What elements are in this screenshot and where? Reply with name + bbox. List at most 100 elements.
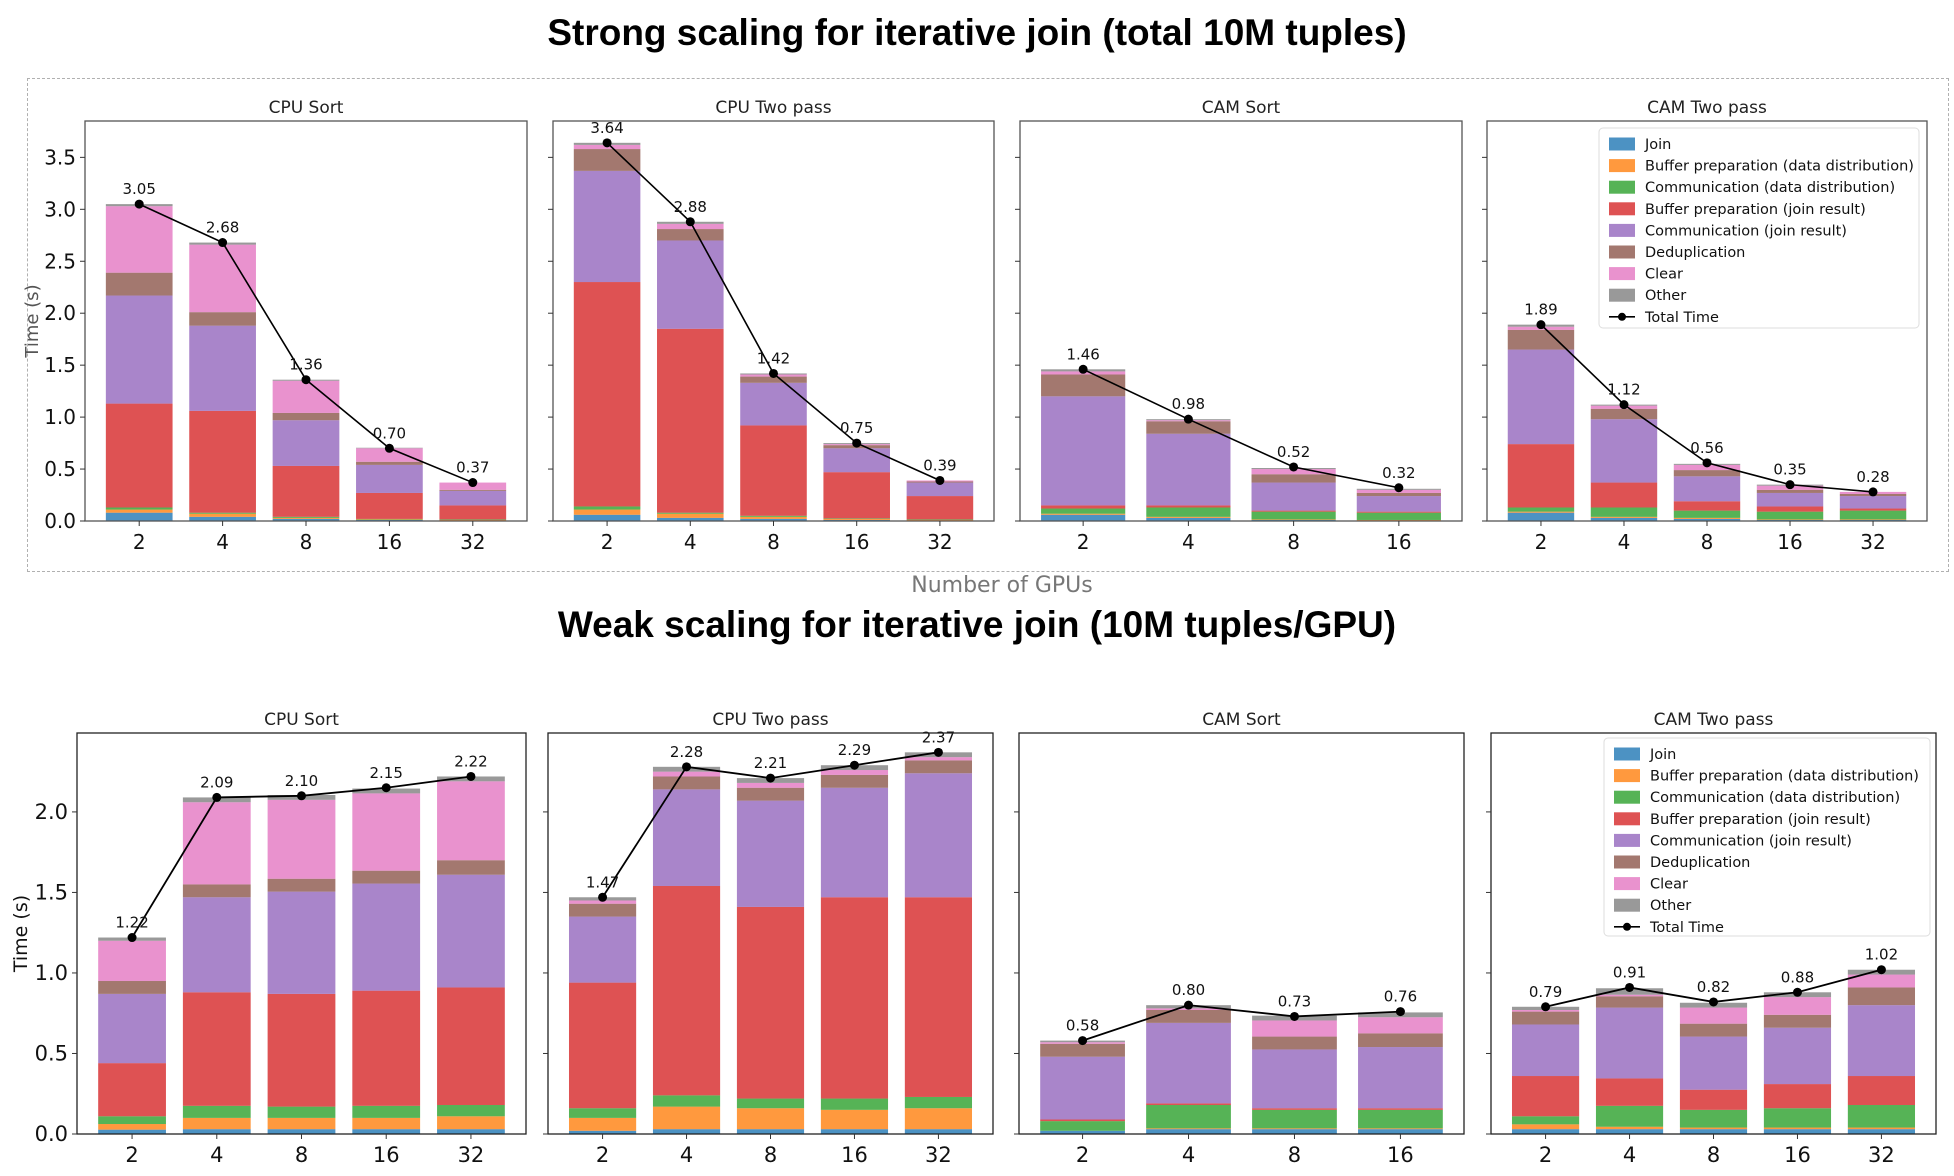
bar-segment [437, 781, 505, 861]
bar-segment [1358, 1129, 1443, 1134]
bar-segment [1673, 517, 1741, 519]
x-tick-label: 32 [927, 530, 952, 554]
bar-segment [1041, 508, 1126, 514]
y-tick-label: 0.0 [44, 509, 76, 533]
total-time-label: 1.47 [586, 873, 619, 891]
bar-segment [352, 1105, 421, 1118]
bar-stack [356, 447, 423, 521]
bar-segment [437, 1129, 505, 1134]
total-time-label: 0.82 [1697, 978, 1730, 996]
bar-segment [1756, 519, 1824, 520]
panel-title: CAM Sort [1202, 98, 1281, 118]
bar-segment [573, 506, 641, 510]
bar-segment [1358, 1017, 1443, 1034]
bar-segment [573, 509, 641, 515]
bar-segment [439, 489, 507, 491]
x-tick-label: 2 [133, 530, 146, 554]
bar-segment [1679, 1129, 1748, 1134]
bar-segment [439, 505, 507, 520]
bar-segment [437, 874, 505, 988]
bar-segment [1041, 396, 1126, 506]
bar-segment [437, 987, 505, 1106]
bar-segment [1511, 1116, 1580, 1125]
total-time-label: 1.36 [289, 356, 322, 374]
y-tick-label: 0.5 [44, 457, 76, 481]
x-tick-label: 8 [767, 530, 780, 554]
bar-stack [823, 443, 890, 521]
x-tick-label: 2 [601, 530, 614, 554]
bar-segment [189, 410, 256, 513]
bar-segment [1847, 1127, 1916, 1130]
bar-segment [657, 517, 724, 521]
total-time-label: 2.09 [200, 773, 233, 791]
legend-swatch [1609, 245, 1635, 259]
bar-segment [904, 1108, 973, 1130]
panel-title: CAM Sort [1202, 710, 1281, 730]
bar-stack [1252, 1015, 1337, 1134]
bar-segment [1356, 492, 1441, 497]
total-time-label: 2.15 [370, 764, 403, 782]
total-time-label: 0.98 [1172, 395, 1205, 413]
total-time-point [297, 791, 306, 801]
bar-segment [1839, 519, 1907, 520]
bar-segment [1839, 510, 1907, 520]
bar-segment [652, 771, 721, 777]
chart-panel: CPU Sort 3.05 2.68 1.36 0.70 0.37 2 4 8 16 32 0.0 0.… [22, 98, 528, 554]
bar-segment [267, 1117, 336, 1130]
x-tick-label: 4 [1182, 530, 1195, 554]
bar-segment [272, 420, 340, 466]
bar-segment [1756, 489, 1824, 493]
bar-segment [105, 295, 173, 404]
total-time-point [1625, 982, 1635, 992]
legend-label: Communication (join result) [1645, 223, 1847, 239]
legend-label: Other [1645, 288, 1686, 304]
x-tick-label: 2 [596, 1143, 609, 1167]
total-time-label: 2.37 [922, 728, 955, 746]
total-time-point [1289, 1011, 1299, 1021]
legend-box [1603, 737, 1931, 937]
total-time-point [933, 747, 943, 757]
legend-box [1598, 127, 1920, 329]
bar-segment [1507, 329, 1575, 350]
bar-stack [1847, 969, 1916, 1134]
bar-segment [1146, 1105, 1231, 1129]
bar-segment [1146, 1129, 1231, 1134]
bar-segment [736, 1098, 805, 1109]
total-time-point [468, 478, 478, 488]
total-time-label: 2.22 [454, 752, 487, 770]
bar-segment [1358, 1108, 1443, 1110]
bar-segment [823, 518, 890, 519]
bar-segment [1595, 1078, 1664, 1106]
bar-segment [272, 518, 340, 521]
bar-segment [105, 509, 173, 513]
x-tick-label: 32 [1860, 530, 1885, 554]
chart-panel: CAM Sort 1.46 0.98 0.52 0.32 2 4 8 16 [1015, 98, 1463, 554]
bar-segment [1839, 508, 1907, 511]
bar-stack [105, 204, 173, 521]
bar-segment [1040, 1056, 1125, 1120]
x-tick-label: 2 [1539, 1143, 1552, 1167]
bar-segment [820, 787, 889, 898]
bar-segment [652, 885, 721, 1096]
bar-segment [439, 490, 507, 506]
bar-segment [182, 897, 251, 993]
legend-label: Communication (data distribution) [1650, 790, 1900, 806]
bar-segment [1763, 1027, 1832, 1085]
legend-swatch [1609, 202, 1635, 216]
bar-segment [1146, 433, 1231, 506]
bar-segment [189, 513, 256, 517]
total-time-point [766, 773, 775, 783]
bar-segment [904, 1129, 973, 1134]
bar-segment [736, 782, 805, 788]
bar-stack [1679, 1002, 1748, 1134]
bar-segment [740, 425, 807, 516]
y-tick-label: 2.0 [35, 800, 68, 824]
bar-segment [352, 870, 421, 884]
legend-label: Other [1650, 898, 1691, 914]
bar-segment [267, 891, 336, 994]
bar-segment [1146, 516, 1231, 518]
total-time-point [134, 199, 144, 209]
total-time-label: 0.80 [1172, 981, 1205, 999]
bar-segment [652, 1095, 721, 1107]
legend-label: Buffer preparation (data distribution) [1645, 159, 1914, 175]
